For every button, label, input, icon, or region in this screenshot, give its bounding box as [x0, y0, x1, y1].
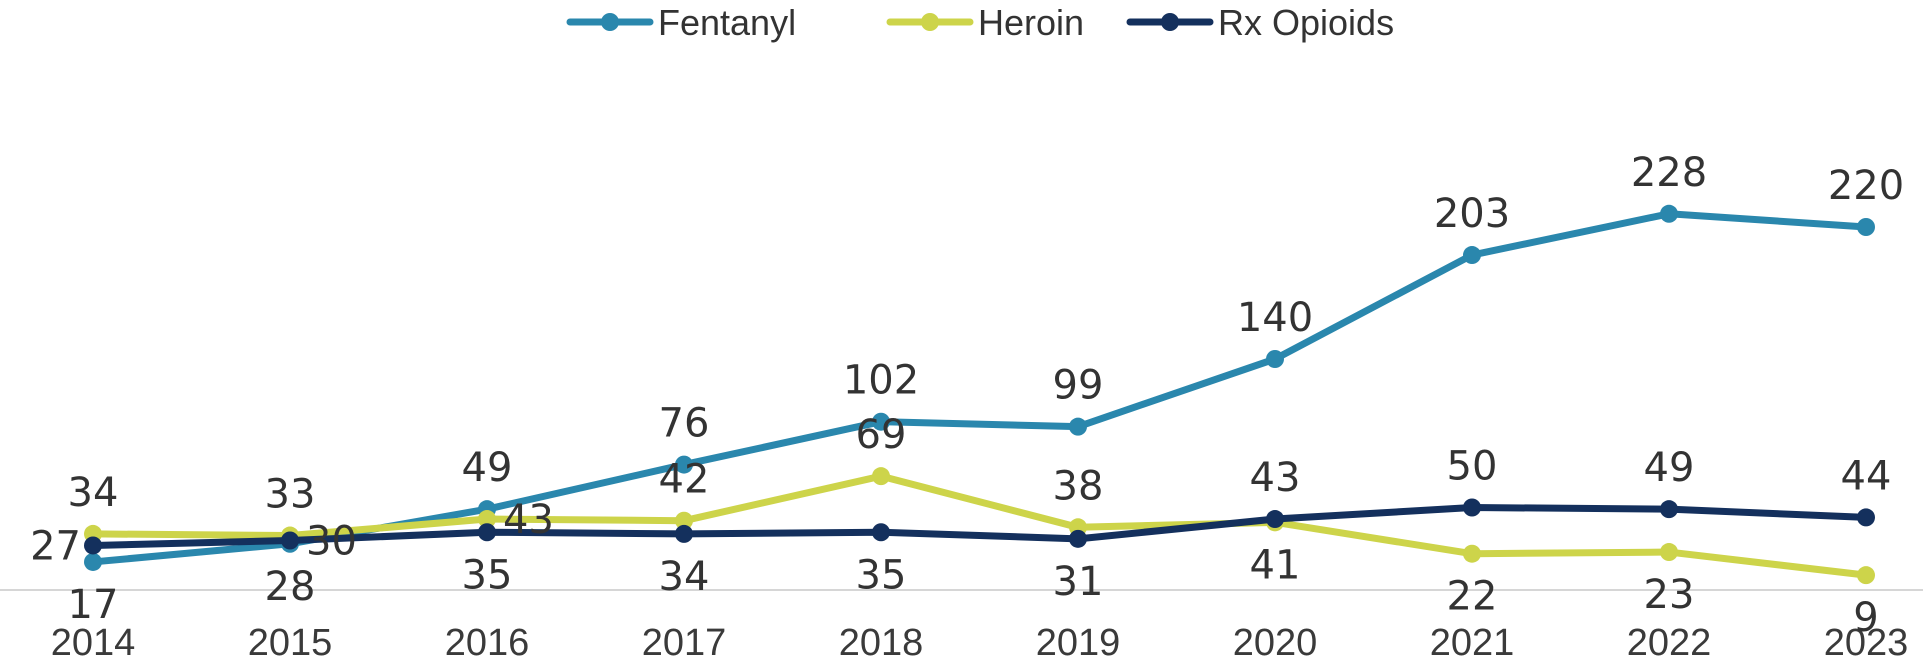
- x-tick-label-2023: 2023: [1824, 622, 1909, 664]
- data-label-heroin-2020: 41: [1250, 542, 1301, 588]
- legend-item-heroin: Heroin: [886, 2, 1084, 43]
- series-rx-opioids: [84, 498, 1875, 555]
- data-point-fentanyl-2019: [1069, 417, 1087, 436]
- data-point-heroin-2017: [675, 511, 693, 530]
- x-tick-label-2021: 2021: [1430, 622, 1515, 664]
- series-line-heroin: [89, 472, 1870, 579]
- data-label-fentanyl-2021: 203: [1434, 191, 1510, 237]
- data-label-rx-opioids-2023: 44: [1841, 453, 1892, 499]
- data-label-fentanyl-2014: 17: [68, 582, 119, 628]
- data-point-rx-opioids-2021: [1463, 498, 1481, 517]
- data-point-fentanyl-2017: [675, 455, 693, 474]
- data-point-fentanyl-2023: [1857, 218, 1875, 236]
- data-label-heroin-2016: 43: [503, 497, 554, 543]
- x-tick-label-2018: 2018: [839, 622, 924, 664]
- data-point-fentanyl-2014: [84, 552, 102, 571]
- data-label-fentanyl-2019: 99: [1053, 363, 1104, 409]
- data-label-fentanyl-2020: 140: [1237, 295, 1313, 341]
- data-label-rx-opioids-2015: 30: [306, 519, 357, 565]
- data-label-rx-opioids-2017: 34: [659, 554, 710, 600]
- legend-label-fentanyl: Fentanyl: [658, 2, 796, 43]
- data-point-rx-opioids-2017: [675, 524, 693, 543]
- legend-item-fentanyl: Fentanyl: [566, 2, 796, 43]
- data-label-heroin-2014: 34: [68, 470, 119, 516]
- data-label-heroin-2017: 42: [659, 457, 710, 503]
- data-point-rx-opioids-2015: [281, 531, 299, 550]
- data-point-heroin-2018: [872, 467, 890, 486]
- data-label-rx-opioids-2016: 35: [462, 552, 513, 598]
- data-label-heroin-2023: 9: [1853, 595, 1878, 641]
- data-label-heroin-2015: 33: [265, 472, 316, 518]
- data-label-fentanyl-2018: 102: [843, 358, 919, 404]
- data-label-heroin-2018: 69: [856, 412, 907, 458]
- x-tick-label-2017: 2017: [642, 622, 727, 664]
- legend-marker-rx-opioids: [1161, 13, 1179, 31]
- data-point-heroin-2023: [1857, 566, 1875, 585]
- legend-marker-heroin: [921, 13, 939, 31]
- data-labels-layer: 17 28 49 76 102 99 140 203 228 220 34 33 43 42 69 38 41 2…: [30, 150, 1904, 641]
- x-axis-tick-labels: 2014 2015 2016 2017 2018 2019 2020 2021 2022 2023: [51, 622, 1909, 664]
- data-point-rx-opioids-2020: [1266, 510, 1284, 529]
- x-tick-label-2014: 2014: [51, 622, 136, 664]
- data-point-fentanyl-2022: [1660, 204, 1678, 223]
- series-layer: [84, 204, 1875, 585]
- data-label-heroin-2019: 38: [1053, 463, 1104, 509]
- data-point-rx-opioids-2018: [872, 523, 890, 542]
- legend-label-rx-opioids: Rx Opioids: [1218, 2, 1394, 43]
- data-label-rx-opioids-2018: 35: [856, 552, 907, 598]
- data-point-rx-opioids-2016: [478, 523, 496, 542]
- legend-marker-fentanyl: [601, 13, 619, 31]
- data-label-rx-opioids-2019: 31: [1053, 559, 1104, 605]
- legend: Fentanyl Heroin Rx Opioids: [566, 2, 1394, 43]
- data-point-rx-opioids-2019: [1069, 529, 1087, 548]
- data-point-heroin-2016: [478, 510, 496, 529]
- data-point-heroin-2022: [1660, 543, 1678, 562]
- data-label-fentanyl-2016: 49: [462, 445, 513, 491]
- data-label-heroin-2022: 23: [1644, 572, 1695, 618]
- data-label-fentanyl-2023: 220: [1828, 163, 1904, 209]
- data-point-fentanyl-2021: [1463, 246, 1481, 265]
- data-label-fentanyl-2017: 76: [659, 401, 710, 447]
- data-point-heroin-2021: [1463, 544, 1481, 563]
- x-tick-label-2016: 2016: [445, 622, 530, 664]
- x-tick-label-2019: 2019: [1036, 622, 1121, 664]
- series-fentanyl: [84, 204, 1875, 571]
- data-point-rx-opioids-2014: [84, 536, 102, 555]
- data-point-fentanyl-2020: [1266, 350, 1284, 368]
- series-line-rx-opioids: [89, 504, 1870, 549]
- data-label-rx-opioids-2020: 43: [1250, 455, 1301, 501]
- data-label-rx-opioids-2021: 50: [1447, 444, 1498, 490]
- data-label-fentanyl-2015: 28: [265, 564, 316, 610]
- data-point-rx-opioids-2022: [1660, 500, 1678, 519]
- data-label-rx-opioids-2014: 27: [30, 523, 81, 569]
- data-point-rx-opioids-2023: [1857, 508, 1875, 527]
- x-tick-label-2020: 2020: [1233, 622, 1318, 664]
- x-tick-label-2015: 2015: [248, 622, 333, 664]
- data-label-rx-opioids-2022: 49: [1644, 445, 1695, 491]
- x-tick-label-2022: 2022: [1627, 622, 1712, 664]
- data-point-fentanyl-2018: [872, 412, 890, 431]
- legend-item-rx-opioids: Rx Opioids: [1126, 2, 1394, 43]
- legend-label-heroin: Heroin: [978, 2, 1084, 43]
- data-label-heroin-2021: 22: [1447, 574, 1498, 620]
- data-label-fentanyl-2022: 228: [1631, 150, 1707, 196]
